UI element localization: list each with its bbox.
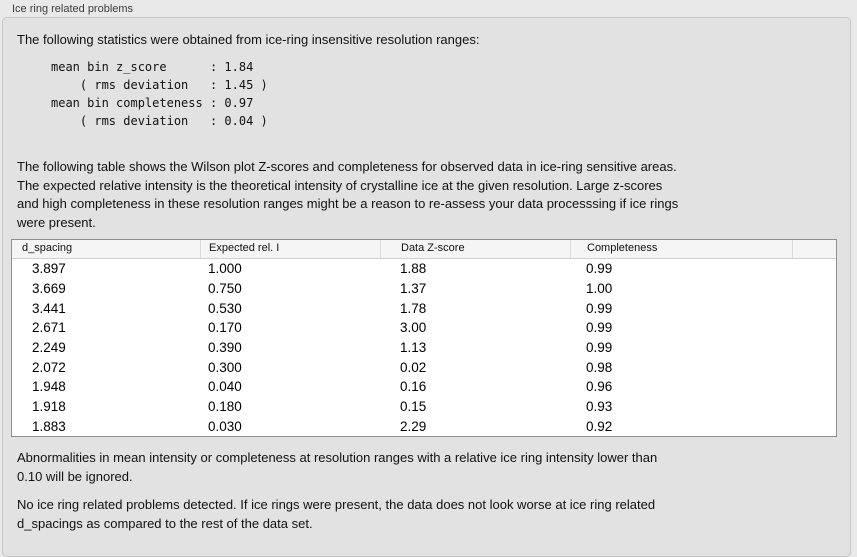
column-header-d-spacing[interactable]: d_spacing [22,242,73,254]
ignore-threshold-text: Abnormalities in mean intensity or compl… [17,450,658,484]
column-header-expected-rel-i[interactable]: Expected rel. I [200,240,380,258]
table-cell: 1.78 [400,300,427,316]
table-row[interactable]: 2.671 0.170 3.00 0.99 [12,318,836,338]
table-cell: 0.030 [208,418,242,434]
table-cell: 0.99 [586,320,613,336]
table-cell: 0.530 [208,300,242,316]
table-cell: 1.000 [208,261,242,277]
table-cell: 0.16 [400,379,427,395]
table-cell: 0.99 [586,300,613,316]
table-cell: 0.180 [208,399,242,415]
table-row[interactable]: 1.918 0.180 0.15 0.93 [12,397,836,417]
section-title: Ice ring related problems [12,3,134,15]
table-cell: 1.00 [586,281,613,297]
ice-ring-table: d_spacing Expected rel. I Data Z-score Comp… [11,239,837,437]
table-row[interactable]: 3.897 1.000 1.88 0.99 [12,259,836,279]
ice-ring-panel: The following statistics were obtained f… [2,17,851,557]
table-row[interactable]: 2.072 0.300 0.02 0.98 [12,357,836,377]
table-cell: 1.37 [400,281,427,297]
table-cell: 2.072 [32,359,66,375]
table-cell: 0.99 [586,261,613,277]
table-cell: 2.29 [400,418,427,434]
table-cell: 0.15 [400,399,427,415]
table-cell: 0.93 [586,399,613,415]
table-cell: 0.040 [208,379,242,395]
table-cell: 0.96 [586,379,613,395]
column-header-completeness[interactable]: Completeness [570,240,792,258]
table-description-text: The following table shows the Wilson plo… [17,159,679,230]
table-cell: 1.88 [400,261,427,277]
column-header-data-z-score[interactable]: Data Z-score [380,240,570,258]
table-cell: 0.170 [208,320,242,336]
table-cell: 3.441 [32,300,66,316]
table-cell: 0.300 [208,359,242,375]
table-row[interactable]: 2.249 0.390 1.13 0.99 [12,338,836,358]
table-cell: 0.98 [586,359,613,375]
table-cell: 1.948 [32,379,66,395]
table-row[interactable]: 1.948 0.040 0.16 0.96 [12,377,836,397]
table-cell: 1.883 [32,418,66,434]
table-cell: 0.750 [208,281,242,297]
statistics-intro-text: The following statistics were obtained f… [17,32,480,47]
table-row[interactable]: 3.669 0.750 1.37 1.00 [12,279,836,299]
statistics-monospace-block: mean bin z_score : 1.84 ( rms deviation … [51,60,268,128]
table-cell: 3.897 [32,261,66,277]
table-cell: 1.918 [32,399,66,415]
table-cell: 0.390 [208,340,242,356]
table-row[interactable]: 3.441 0.530 1.78 0.99 [12,298,836,318]
table-row[interactable]: 1.883 0.030 2.29 0.92 [12,417,836,437]
table-cell: 0.99 [586,340,613,356]
table-cell: 3.00 [400,320,427,336]
conclusion-text: No ice ring related problems detected. I… [17,497,656,531]
table-body: 3.897 1.000 1.88 0.99 3.669 0.750 1.37 1.00 3.44… [12,259,836,436]
table-header: d_spacing Expected rel. I Data Z-score Comp… [12,240,836,259]
table-cell: 0.02 [400,359,427,375]
table-cell: 2.249 [32,340,66,356]
table-cell: 3.669 [32,281,66,297]
column-header-spacer [792,240,836,258]
table-cell: 2.671 [32,320,66,336]
table-cell: 0.92 [586,418,613,434]
table-cell: 1.13 [400,340,427,356]
